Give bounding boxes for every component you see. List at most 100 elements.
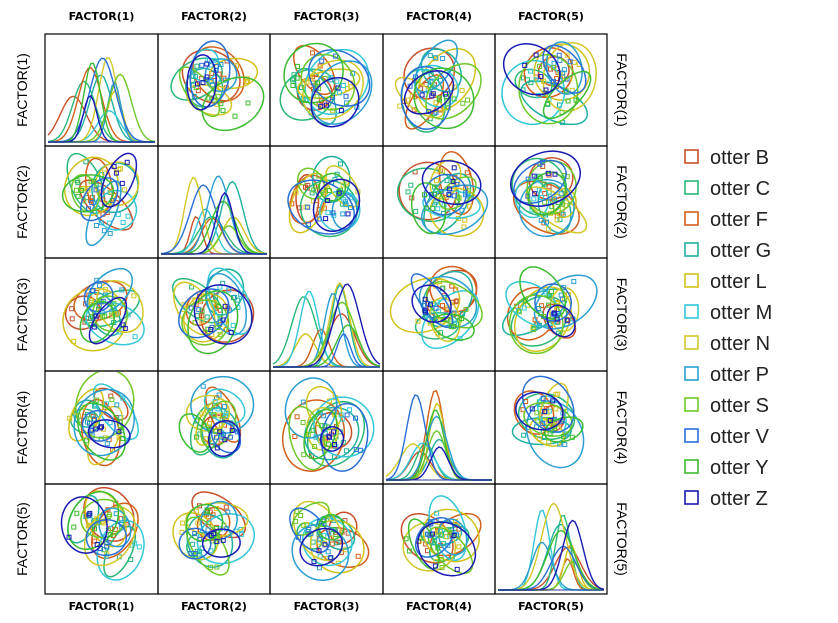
data-point	[294, 508, 300, 514]
confidence-ellipse	[302, 59, 364, 120]
data-point	[444, 98, 450, 104]
data-point	[208, 78, 214, 84]
data-point	[541, 181, 547, 187]
data-point	[533, 52, 539, 58]
data-point	[107, 230, 113, 236]
data-point	[540, 420, 546, 426]
data-point	[546, 302, 552, 308]
left-axis-label: FACTOR(4)	[14, 391, 30, 465]
data-point	[405, 97, 411, 103]
legend-item: otter S	[684, 395, 769, 417]
data-point	[203, 77, 209, 83]
data-point	[121, 187, 127, 193]
confidence-ellipse	[513, 159, 567, 204]
data-point	[540, 395, 546, 401]
data-point	[305, 204, 311, 210]
data-point	[93, 520, 99, 526]
data-point	[292, 434, 298, 439]
data-point	[353, 415, 358, 421]
data-point	[462, 217, 468, 223]
data-point	[122, 325, 128, 331]
data-point	[335, 85, 341, 91]
data-point	[532, 191, 538, 197]
data-point	[522, 297, 528, 303]
data-point	[298, 513, 304, 518]
data-point	[534, 410, 540, 416]
confidence-ellipse	[85, 519, 128, 557]
data-point	[325, 198, 331, 203]
data-point	[329, 541, 335, 547]
confidence-ellipse	[398, 161, 458, 221]
data-point	[451, 533, 457, 539]
legend-label: otter N	[710, 333, 770, 355]
confidence-ellipse	[287, 179, 355, 235]
confidence-ellipse	[523, 47, 574, 99]
data-point	[338, 108, 344, 114]
confidence-ellipse	[318, 172, 347, 202]
data-point	[316, 548, 322, 554]
data-point	[201, 422, 207, 428]
data-point	[78, 188, 84, 193]
data-point	[567, 59, 573, 65]
data-point	[557, 217, 563, 222]
panel-r3-c2	[157, 257, 271, 372]
data-point	[435, 529, 440, 535]
confidence-ellipse	[428, 495, 468, 562]
confidence-ellipse	[403, 70, 455, 115]
data-point	[230, 322, 236, 328]
data-point	[451, 96, 457, 102]
data-point	[467, 195, 473, 201]
data-point	[85, 412, 90, 418]
data-point	[547, 293, 553, 299]
data-point	[116, 429, 122, 435]
data-point	[459, 207, 465, 213]
confidence-ellipse	[100, 152, 138, 208]
data-point	[440, 303, 445, 309]
data-point	[403, 536, 409, 542]
confidence-ellipse	[537, 182, 572, 234]
confidence-ellipse	[417, 521, 477, 577]
data-point	[228, 329, 234, 335]
data-point	[438, 77, 443, 83]
data-point	[305, 222, 311, 228]
confidence-ellipse	[98, 507, 132, 548]
data-point	[561, 433, 567, 439]
density-curve	[498, 519, 605, 591]
data-point	[91, 178, 96, 184]
density-curve	[48, 81, 155, 143]
data-point	[419, 92, 425, 98]
data-point	[343, 448, 349, 454]
data-point	[125, 312, 131, 318]
data-point	[321, 517, 327, 522]
confidence-ellipse	[81, 409, 116, 442]
data-point	[239, 531, 245, 537]
data-point	[119, 180, 125, 186]
data-point	[80, 405, 86, 410]
data-point	[425, 548, 430, 554]
data-point	[531, 196, 537, 202]
data-point	[214, 538, 220, 544]
data-point	[338, 161, 343, 167]
confidence-ellipse	[413, 64, 459, 108]
legend-swatch	[684, 428, 699, 443]
data-point	[521, 432, 527, 438]
data-point	[74, 510, 80, 516]
data-point	[99, 424, 104, 430]
data-point	[569, 434, 575, 440]
data-point	[433, 305, 439, 311]
data-point	[427, 53, 433, 59]
left-axis-label: FACTOR(5)	[14, 502, 30, 576]
data-point	[444, 178, 450, 184]
data-point	[340, 211, 346, 217]
data-point	[552, 171, 558, 177]
data-point	[136, 544, 142, 550]
data-point	[71, 524, 77, 530]
data-point	[215, 304, 221, 310]
data-point	[453, 299, 459, 305]
confidence-ellipse	[294, 67, 337, 126]
data-point	[87, 510, 93, 516]
legend-item: otter G	[684, 240, 771, 262]
bottom-axis-label: FACTOR(2)	[181, 600, 247, 613]
data-point	[550, 398, 556, 404]
data-point	[552, 310, 558, 316]
